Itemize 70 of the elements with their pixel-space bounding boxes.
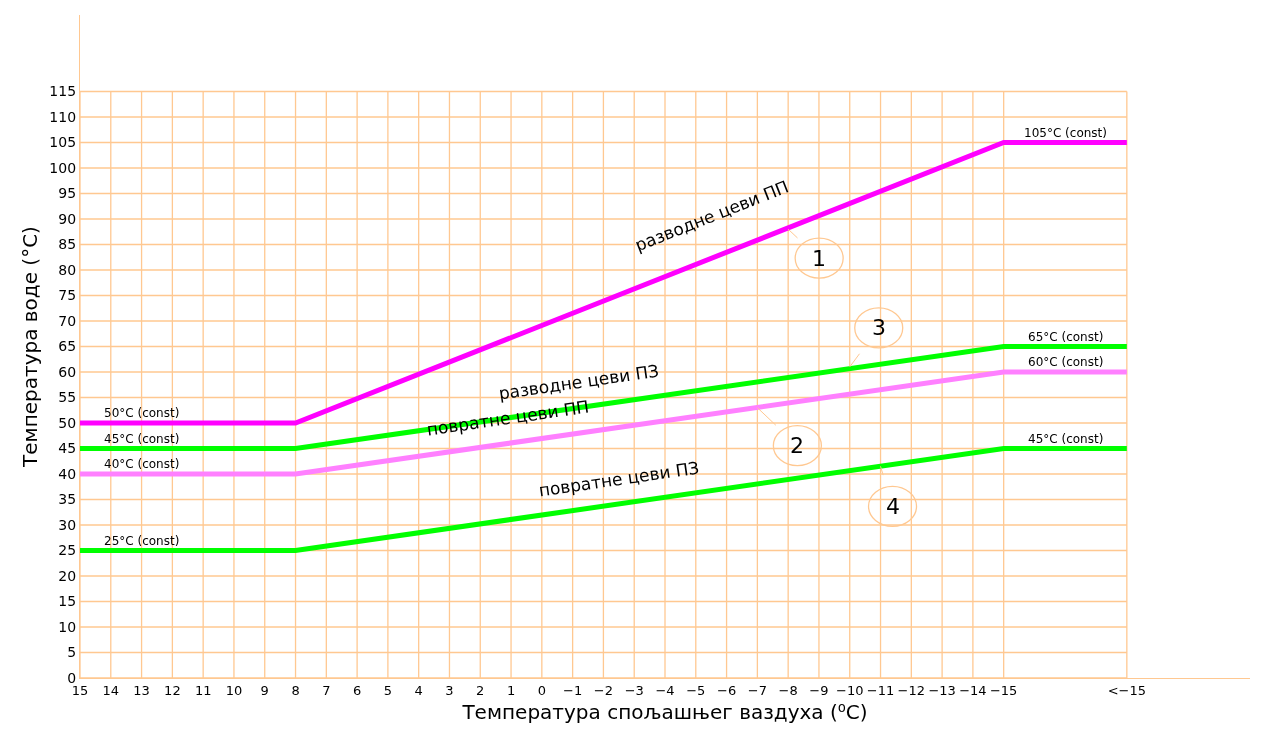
- y-tick-label: 45: [58, 440, 77, 457]
- x-tick-label: −1: [563, 682, 583, 698]
- annotation: 25°C (const): [104, 534, 180, 548]
- y-tick-label: 95: [58, 185, 77, 202]
- x-tick-label: 7: [322, 682, 331, 698]
- x-tick-label: 3: [445, 682, 454, 698]
- y-axis-title: Температура воде (°C): [17, 226, 42, 468]
- annotation: 65°C (const): [1028, 330, 1104, 344]
- y-tick-label: 75: [58, 287, 77, 304]
- y-tick-label: 5: [67, 644, 77, 661]
- annotation: 1: [812, 246, 826, 271]
- y-tick-label: 105: [49, 134, 77, 151]
- y-tick-label: 30: [58, 516, 77, 533]
- annotation: 105°C (const): [1024, 126, 1107, 140]
- y-tick-label: 50: [58, 414, 77, 431]
- y-tick-label: 65: [58, 338, 77, 355]
- x-tick-label: −14: [959, 682, 987, 698]
- y-tick-label: 70: [58, 312, 77, 329]
- y-tick-label: 85: [58, 236, 77, 253]
- x-tick-label: −4: [655, 682, 675, 698]
- y-tick-label: 115: [49, 83, 77, 100]
- x-tick-label: 6: [352, 682, 362, 698]
- x-tick-label: 10: [225, 682, 243, 698]
- y-tick-label: 100: [49, 159, 77, 176]
- x-tick-label: −6: [716, 682, 737, 698]
- annotation: 50°C (const): [104, 406, 180, 420]
- annotation: 40°C (const): [104, 457, 180, 471]
- y-tick-label: 90: [58, 210, 77, 227]
- y-tick-label: 15: [58, 593, 77, 610]
- x-tick-label: −5: [686, 682, 706, 698]
- annotation: 45°C (const): [104, 432, 180, 446]
- y-tick-label: 25: [58, 542, 77, 559]
- x-tick-label: −7: [747, 682, 767, 698]
- y-tick-label: 55: [58, 389, 77, 406]
- x-tick-label: −9: [809, 682, 829, 698]
- x-tick-label: 5: [383, 682, 393, 698]
- annotation: 2: [790, 433, 804, 458]
- y-tick-label: 60: [58, 363, 77, 380]
- x-tick-label: 2: [476, 682, 485, 698]
- y-tick-label: 0: [67, 669, 77, 686]
- x-tick-label: 9: [260, 682, 269, 698]
- x-tick-label: 12: [164, 682, 181, 698]
- x-tick-label: 8: [291, 682, 300, 698]
- y-tick-label: 35: [58, 491, 77, 508]
- x-tick-label: 13: [133, 682, 150, 698]
- x-tick-label: −15: [989, 682, 1018, 698]
- annotation: 4: [886, 494, 900, 519]
- y-tick-label: 40: [58, 465, 77, 482]
- x-tick-label: −2: [593, 682, 614, 698]
- annotation: 3: [872, 315, 886, 340]
- x-tick-label: −3: [624, 682, 644, 698]
- x-axis-title: Температура спољашњег ваздуха (⁰C): [461, 700, 868, 725]
- annotation: 60°C (const): [1028, 355, 1104, 369]
- x-tick-label: 11: [194, 682, 212, 698]
- x-tick-label: −13: [928, 682, 956, 698]
- x-tick-label: −11: [866, 682, 895, 698]
- x-tick-label: 4: [414, 682, 423, 698]
- x-tick-label: 0: [537, 682, 546, 698]
- annotation: повратне цеви ПЗ: [537, 457, 701, 501]
- x-tick-label: 1: [506, 682, 516, 698]
- x-tick-label: <−15: [1107, 682, 1146, 698]
- y-tick-label: 110: [49, 108, 77, 125]
- x-tick-label: 14: [102, 682, 120, 698]
- x-tick-label: −8: [778, 682, 798, 698]
- y-tick-label: 20: [58, 567, 77, 584]
- y-tick-label: 80: [58, 261, 77, 278]
- annotation: 45°C (const): [1028, 432, 1104, 446]
- x-tick-label: −12: [897, 682, 926, 698]
- x-tick-label: −10: [836, 682, 864, 698]
- y-tick-label: 10: [58, 618, 77, 635]
